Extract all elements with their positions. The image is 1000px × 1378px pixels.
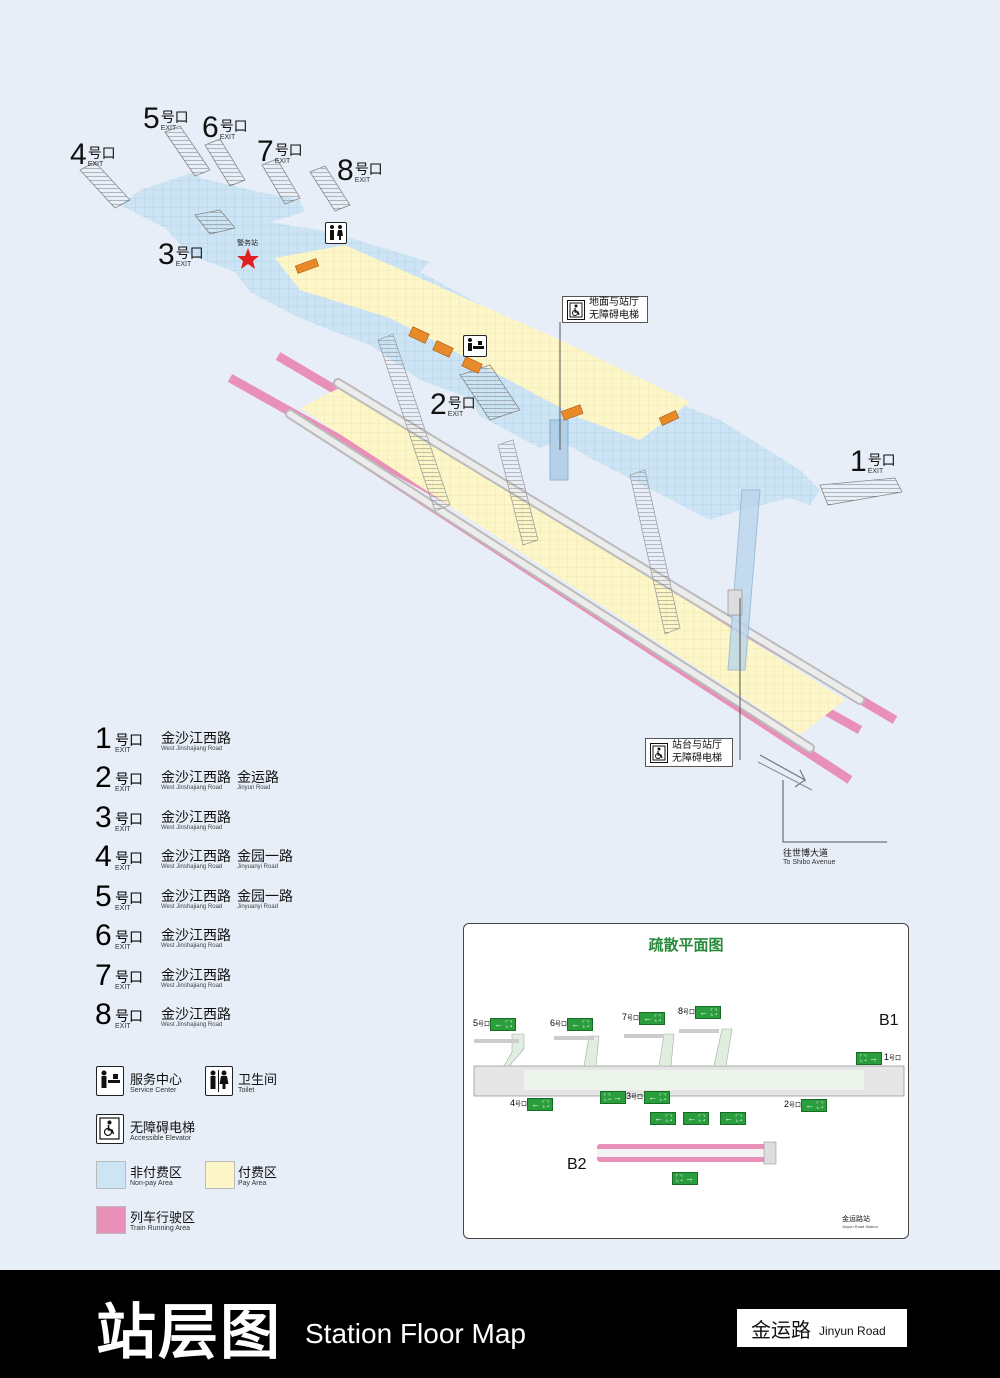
- legend-exit-5: 5 号口 EXIT 金沙江西路 West Jinshajiang Road 金园一路…: [95, 880, 293, 913]
- exit-arrow-sign: ← ⛶: [490, 1018, 516, 1031]
- exit-arrow-sign: ← ⛶: [644, 1091, 670, 1104]
- direction-label: 往世博大道 To Shibo Avenue: [783, 848, 836, 866]
- evacuation-plan: 疏散平面图 B1 B2 5 号口 ← ⛶ 6 号口 ← ⛶ 7 号口 ← ⛶ 8 号口 …: [463, 923, 909, 1239]
- exit-escalators: [79, 125, 903, 506]
- evac-exit-4: 4 号口: [510, 1098, 528, 1108]
- map-exit-8: 8 号口 EXIT: [337, 154, 383, 187]
- map-exit-5: 5 号口 EXIT: [143, 102, 189, 135]
- evac-exit-5: 5 号口: [473, 1018, 491, 1028]
- toilet-legend: 卫生间 Toilet: [238, 1072, 278, 1095]
- accessible-elevator-legend: 无障碍电梯 Accessible Elevator: [130, 1120, 196, 1143]
- platform-escalators: [377, 333, 681, 635]
- exit-arrow-sign: ← ⛶: [639, 1012, 665, 1025]
- footer-station-box: 金运路 Jinyun Road: [737, 1309, 907, 1347]
- evac-exit-8: 8 号口: [678, 1006, 696, 1016]
- evac-station-name: 金运路站 Jinyun Road Station: [842, 1216, 878, 1229]
- service-center-icon: [463, 335, 487, 357]
- footer-station-en: Jinyun Road: [819, 1324, 886, 1338]
- exit-arrow-sign: ← ⛶: [650, 1112, 676, 1125]
- toilet-legend-icon: [205, 1066, 233, 1096]
- evac-title: 疏散平面图: [648, 937, 724, 954]
- evac-exit-6: 6 号口: [550, 1018, 568, 1028]
- nonpay-legend: 非付费区 Non-pay Area: [130, 1165, 183, 1188]
- exit-arrow-sign: ← ⛶: [695, 1006, 721, 1019]
- exit-arrow-sign: ← ⛶: [683, 1112, 709, 1125]
- train-swatch: [96, 1206, 126, 1234]
- exit-arrow-sign: ← ⛶: [801, 1099, 827, 1112]
- map-exit-3: 3 号口 EXIT: [158, 238, 204, 271]
- legend-exit-6: 6 号口 EXIT 金沙江西路 West Jinshajiang Road: [95, 919, 231, 952]
- train-legend: 列车行驶区 Train Running Area: [130, 1210, 196, 1233]
- evac-b2-label: B2: [567, 1156, 587, 1173]
- footer-station-cn: 金运路: [751, 1319, 811, 1342]
- toilet-icon: [325, 222, 347, 244]
- platform-elevator-callout: 站台与站厅 无障碍电梯: [645, 738, 733, 767]
- footer-title-cn: 站层图: [96, 1299, 282, 1366]
- legend-exit-3: 3 号口 EXIT 金沙江西路 West Jinshajiang Road: [95, 801, 231, 834]
- map-exit-4: 4 号口 EXIT: [70, 138, 116, 171]
- evac-exit-1: 1 号口: [884, 1052, 902, 1062]
- fare-gates: [294, 258, 680, 426]
- exit-arrow-sign: ← ⛶: [527, 1098, 553, 1111]
- exit-arrow-sign: ⛶ →: [672, 1172, 698, 1185]
- evac-exit-7: 7 号口: [622, 1012, 640, 1022]
- service-center-legend: 服务中心 Service Center: [130, 1072, 183, 1095]
- exit-arrow-sign: ⛶ →: [856, 1052, 882, 1065]
- legend-exit-8: 8 号口 EXIT 金沙江西路 West Jinshajiang Road: [95, 998, 231, 1031]
- exit-arrow-sign: ← ⛶: [720, 1112, 746, 1125]
- ground-elevator-callout: 地面与站厅 无障碍电梯: [562, 296, 648, 323]
- evac-floor-plan: [473, 1028, 905, 1165]
- accessible-elevator-icon: [650, 742, 668, 763]
- map-exit-7: 7 号口 EXIT: [257, 135, 303, 168]
- legend-exit-4: 4 号口 EXIT 金沙江西路 West Jinshajiang Road 金园一路…: [95, 840, 293, 873]
- police-station-label: 警务站: [237, 240, 258, 247]
- accessible-elevator-icon: [567, 299, 585, 320]
- pay-swatch: [205, 1161, 235, 1189]
- nonpay-swatch: [96, 1161, 126, 1189]
- evac-b1-label: B1: [879, 1012, 899, 1029]
- map-exit-2: 2 号口 EXIT: [430, 388, 476, 421]
- elevator-shafts: [549, 419, 761, 671]
- footer-title-en: Station Floor Map: [305, 1318, 526, 1349]
- map-exit-6: 6 号口 EXIT: [202, 111, 248, 144]
- footer-bar: 站层图 Station Floor Map 金运路 Jinyun Road: [0, 1270, 1000, 1378]
- legend-exit-7: 7 号口 EXIT 金沙江西路 West Jinshajiang Road: [95, 959, 231, 992]
- exit-arrow-sign: ← ⛶: [567, 1018, 593, 1031]
- pay-legend: 付费区 Pay Area: [238, 1165, 278, 1188]
- police-star-icon: [237, 248, 259, 269]
- evac-exit-2: 2 号口: [784, 1099, 802, 1109]
- accessible-elevator-legend-icon: [96, 1114, 124, 1144]
- exit-arrow-sign: ⛶ →: [600, 1091, 626, 1104]
- legend-exit-2: 2 号口 EXIT 金沙江西路 West Jinshajiang Road 金运路 J…: [95, 761, 279, 794]
- legend-exit-1: 1 号口 EXIT 金沙江西路 West Jinshajiang Road: [95, 722, 231, 755]
- service-center-legend-icon: [96, 1066, 124, 1096]
- map-exit-1: 1 号口 EXIT: [850, 445, 896, 478]
- evac-exit-3: 3 号口: [626, 1091, 644, 1101]
